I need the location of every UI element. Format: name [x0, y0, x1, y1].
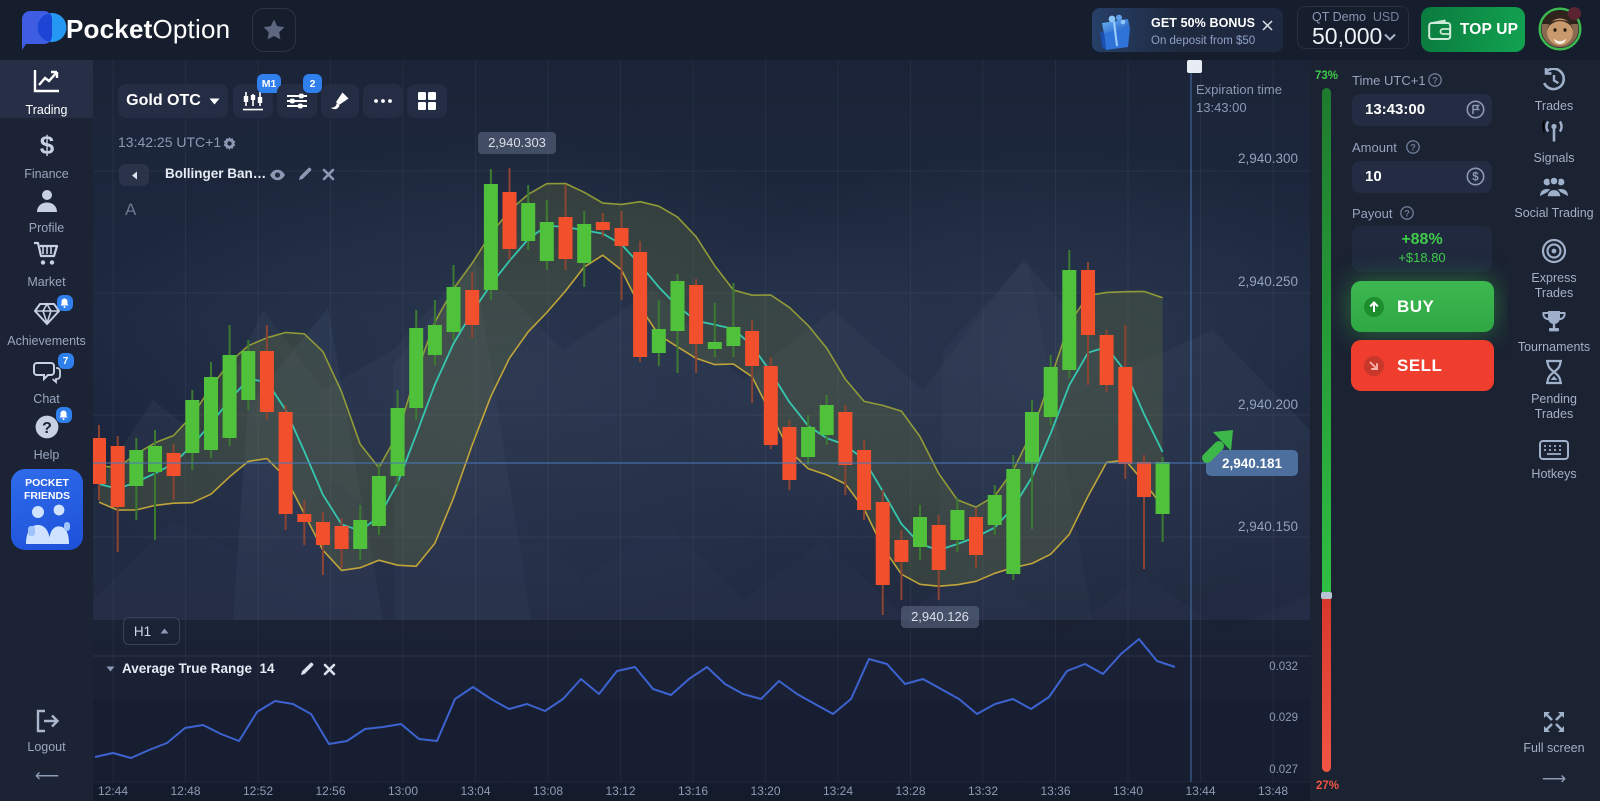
- svg-text:0.027: 0.027: [1269, 764, 1298, 776]
- svg-text:13:04: 13:04: [460, 784, 490, 798]
- svg-text:13:36: 13:36: [1040, 784, 1070, 798]
- svg-text:?: ?: [1404, 208, 1410, 219]
- svg-text:12:44: 12:44: [98, 784, 128, 798]
- svg-text:2,940.303: 2,940.303: [488, 135, 546, 150]
- svg-text:13:28: 13:28: [895, 784, 925, 798]
- svg-text:13:08: 13:08: [533, 784, 563, 798]
- svg-text:12:56: 12:56: [315, 784, 345, 798]
- svg-text:13:48: 13:48: [1258, 784, 1288, 798]
- svg-text:2,940.300: 2,940.300: [1238, 151, 1298, 166]
- svg-text:13:12: 13:12: [605, 784, 635, 798]
- svg-text:13:20: 13:20: [750, 784, 780, 798]
- svg-text:13:24: 13:24: [823, 784, 853, 798]
- svg-text:0.029: 0.029: [1269, 712, 1298, 724]
- svg-text:13:44: 13:44: [1185, 784, 1215, 798]
- svg-text:12:48: 12:48: [170, 784, 200, 798]
- svg-text:13:40: 13:40: [1113, 784, 1143, 798]
- svg-text:2,940.150: 2,940.150: [1238, 519, 1298, 534]
- svg-text:13:43:00: 13:43:00: [1196, 100, 1247, 115]
- svg-text:?: ?: [42, 420, 52, 437]
- svg-text:2,940.200: 2,940.200: [1238, 397, 1298, 412]
- svg-text:13:32: 13:32: [968, 784, 998, 798]
- svg-text:?: ?: [1410, 142, 1416, 153]
- svg-text:2,940.181: 2,940.181: [1222, 456, 1283, 471]
- svg-text:?: ?: [1432, 75, 1438, 86]
- svg-text:12:52: 12:52: [243, 784, 273, 798]
- svg-text:2,940.126: 2,940.126: [911, 609, 969, 624]
- svg-text:0.032: 0.032: [1269, 661, 1298, 673]
- svg-text:$: $: [39, 131, 54, 159]
- svg-text:$: $: [1472, 172, 1479, 184]
- svg-text:13:16: 13:16: [678, 784, 708, 798]
- svg-text:13:00: 13:00: [388, 784, 418, 798]
- svg-text:2,940.250: 2,940.250: [1238, 274, 1298, 289]
- svg-text:Expiration time: Expiration time: [1196, 82, 1282, 97]
